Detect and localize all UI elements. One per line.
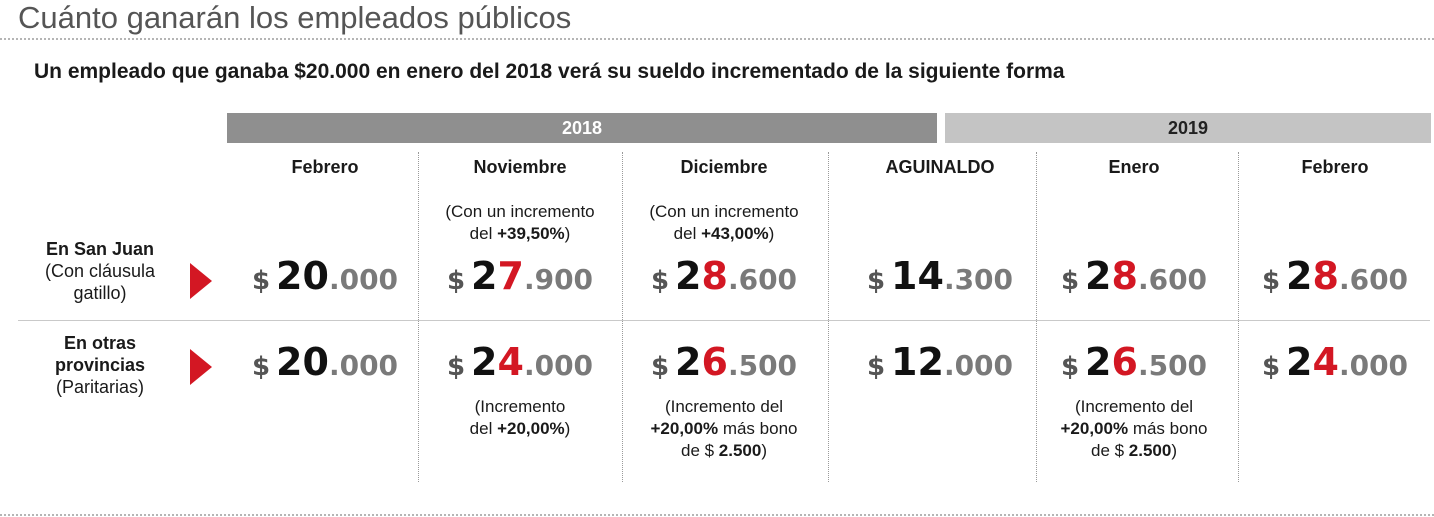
year-header-2018: 2018	[227, 113, 937, 143]
row-label-otras-provincias: En otras provincias (Paritarias)	[30, 332, 170, 398]
currency-symbol: $	[1060, 352, 1080, 382]
value-thousands: 24	[471, 340, 524, 384]
value-thousands: 20	[276, 340, 329, 384]
row-label-bold: En otras provincias	[54, 333, 146, 375]
increment-percent: +20,00%	[650, 419, 719, 438]
value-thousands: 28	[1085, 254, 1138, 298]
value-decimals: .900	[523, 263, 594, 296]
value-thousands: 26	[675, 340, 728, 384]
column-header: Enero	[1108, 157, 1160, 177]
salary-value: $27.900	[420, 254, 620, 298]
triangle-right-icon	[190, 263, 212, 299]
bonus-amount: 2.500	[1128, 441, 1172, 460]
changed-digit: 6	[1111, 340, 1138, 384]
year-header-2019: 2019	[945, 113, 1431, 143]
currency-symbol: $	[251, 352, 271, 382]
currency-symbol: $	[1261, 352, 1281, 382]
changed-digit: 8	[701, 254, 728, 298]
salary-value: $14.300	[840, 254, 1040, 298]
bottom-divider	[0, 514, 1434, 516]
currency-symbol: $	[446, 266, 466, 296]
salary-value: $20.000	[225, 254, 425, 298]
changed-digit: 8	[1111, 254, 1138, 298]
increment-note: (Con un incremento del +43,00%)	[649, 202, 799, 243]
changed-digit: 4	[497, 340, 524, 384]
salary-value: $28.600	[1235, 254, 1434, 298]
currency-symbol: $	[866, 352, 886, 382]
salary-value: $20.000	[225, 340, 425, 384]
chart-subtitle: Un empleado que ganaba $20.000 en enero …	[34, 60, 1065, 83]
value-decimals: .500	[1137, 349, 1208, 382]
value-decimals: .600	[727, 263, 798, 296]
increment-percent: +39,50%	[497, 224, 565, 243]
top-divider	[0, 38, 1434, 40]
column-header: Diciembre	[680, 157, 768, 177]
value-decimals: .000	[328, 263, 399, 296]
value-decimals: .000	[1338, 349, 1409, 382]
salary-value: $12.000	[840, 340, 1040, 384]
increment-percent: +20,00%	[497, 419, 565, 438]
changed-digit: 4	[1312, 340, 1339, 384]
value-thousands: 27	[471, 254, 524, 298]
increment-note: (Incremento del +20,00% más bono de $ 2.50…	[1060, 397, 1208, 460]
value-decimals: .300	[943, 263, 1014, 296]
value-thousands: 20	[276, 254, 329, 298]
value-thousands: 14	[891, 254, 944, 298]
column-divider	[622, 152, 623, 482]
salary-value: $26.500	[624, 340, 824, 384]
column-divider	[1238, 152, 1239, 482]
column-divider	[418, 152, 419, 482]
row-label-san-juan: En San Juan (Con cláusula gatillo)	[30, 238, 170, 304]
currency-symbol: $	[650, 352, 670, 382]
currency-symbol: $	[866, 266, 886, 296]
value-decimals: .000	[523, 349, 594, 382]
changed-digit: 7	[497, 254, 524, 298]
triangle-right-icon	[190, 349, 212, 385]
value-decimals: .500	[727, 349, 798, 382]
salary-value: $26.500	[1034, 340, 1234, 384]
currency-symbol: $	[650, 266, 670, 296]
value-thousands: 26	[1085, 340, 1138, 384]
salary-value: $28.600	[1034, 254, 1234, 298]
row-label-detail: (Paritarias)	[55, 377, 144, 397]
increment-percent: +43,00%	[701, 224, 769, 243]
currency-symbol: $	[1261, 266, 1281, 296]
currency-symbol: $	[251, 266, 271, 296]
changed-digit: 8	[1312, 254, 1339, 298]
changed-digit: 6	[701, 340, 728, 384]
column-divider	[828, 152, 829, 482]
row-label-bold: En San Juan	[45, 239, 155, 259]
value-thousands: 12	[891, 340, 944, 384]
salary-value: $24.000	[1235, 340, 1434, 384]
row-divider	[18, 320, 1430, 321]
value-thousands: 28	[675, 254, 728, 298]
increment-percent: +20,00%	[1060, 419, 1129, 438]
value-thousands: 24	[1286, 340, 1339, 384]
value-decimals: .600	[1137, 263, 1208, 296]
column-header: AGUINALDO	[885, 157, 995, 177]
value-decimals: .000	[328, 349, 399, 382]
salary-value: $24.000	[420, 340, 620, 384]
column-header: Febrero	[291, 157, 359, 177]
increment-note: (Con un incremento del +39,50%)	[445, 202, 595, 243]
column-header: Noviembre	[473, 157, 567, 177]
increment-note: (Incremento del +20,00%)	[469, 397, 571, 438]
column-header: Febrero	[1301, 157, 1369, 177]
value-decimals: .600	[1338, 263, 1409, 296]
column-divider	[1036, 152, 1037, 482]
currency-symbol: $	[446, 352, 466, 382]
value-decimals: .000	[943, 349, 1014, 382]
value-thousands: 28	[1286, 254, 1339, 298]
bonus-amount: 2.500	[718, 441, 762, 460]
salary-value: $28.600	[624, 254, 824, 298]
row-label-detail: (Con cláusula gatillo)	[44, 261, 156, 303]
currency-symbol: $	[1060, 266, 1080, 296]
increment-note: (Incremento del +20,00% más bono de $ 2.50…	[650, 397, 798, 460]
chart-title: Cuánto ganarán los empleados públicos	[18, 0, 572, 35]
